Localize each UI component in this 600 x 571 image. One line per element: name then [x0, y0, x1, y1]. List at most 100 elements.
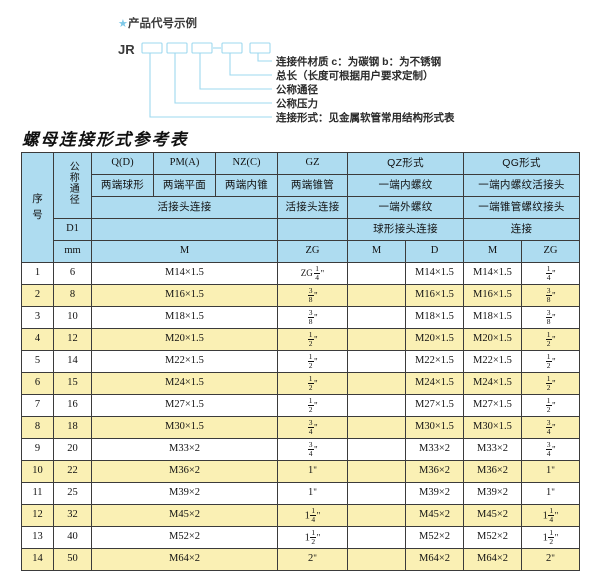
code-box-4 [221, 42, 243, 54]
product-code-legend: ★ 产品代号示例 JR 连接件材质 c：为碳钢 b：为不锈钢 总长（长度可根据用… [0, 0, 600, 128]
cell-qg-zg: 3 8 " [520, 284, 581, 307]
cell-qz-m [347, 548, 406, 571]
cell-gz: 3 4 " [277, 416, 348, 439]
cell-qz-d: M24×1.5 [405, 372, 464, 395]
header-row-units: mm M ZG M D M ZG [22, 240, 581, 263]
cell-gz: 1 2 " [277, 394, 348, 417]
cell-qg-zg: 1" [520, 460, 581, 483]
cell-bore: 32 [53, 504, 92, 527]
table-row: 12 32 M45×2 1 1 4 " M45×2 M45×2 1 1 4 " [21, 504, 581, 527]
cell-qz-m [347, 526, 406, 549]
header-bore-d1: D1 [53, 218, 92, 241]
cell-qz-m [347, 350, 406, 373]
cell-seq: 13 [21, 526, 54, 549]
header-conn-qg: 一端锥管螺纹接头 [462, 196, 581, 219]
cell-bore: 10 [53, 306, 92, 329]
cell-qz-d: M39×2 [405, 482, 464, 505]
cell-gz: 3 4 " [277, 438, 348, 461]
header-sub-qz: 球形接头连接 [347, 218, 464, 241]
cell-qg-zg: 1 4 " [520, 262, 581, 285]
cell-qg-zg: 1 1 4 " [520, 504, 581, 527]
cell-qg-zg: 1 2 " [520, 350, 581, 373]
cell-qg-zg: 1 2 " [520, 372, 581, 395]
cell-bore: 16 [53, 394, 92, 417]
cell-qg-m: M36×2 [463, 460, 522, 483]
table-row: 7 16 M27×1.5 1 2 " M27×1.5 M27×1.5 1 2 " [21, 394, 581, 417]
header-code-gz: GZ [277, 152, 348, 175]
leader-line-1 [257, 53, 272, 62]
cell-gz: 1 2 " [277, 350, 348, 373]
cell-m-union: M24×1.5 [91, 372, 278, 395]
cell-seq: 2 [21, 284, 54, 307]
cell-bore: 20 [53, 438, 92, 461]
cell-seq: 4 [21, 328, 54, 351]
cell-bore: 50 [53, 548, 92, 571]
header-unit-d-qz: D [405, 240, 464, 263]
cell-gz: 3 8 " [277, 284, 348, 307]
cell-qz-d: M27×1.5 [405, 394, 464, 417]
cell-bore: 6 [53, 262, 92, 285]
header-conn-qz: 一端外螺纹 [347, 196, 464, 219]
cell-qz-m [347, 328, 406, 351]
table-body: 1 6 M14×1.5 ZG 1 4 " M14×1.5 M14×1.5 1 4 " 2 8 M16×1.5… [21, 262, 581, 571]
cell-m-union: M18×1.5 [91, 306, 278, 329]
table-row: 10 22 M36×2 1" M36×2 M36×2 1" [21, 460, 581, 483]
spec-table-container: 序 号 公称通径 Q(D) PM(A) NZ(C) GZ QZ形式 QG形式 两… [21, 152, 581, 571]
header-unit-m-qz: M [347, 240, 406, 263]
header-row-codes: 序 号 公称通径 Q(D) PM(A) NZ(C) GZ QZ形式 QG形式 [21, 152, 581, 263]
nut-connection-spec-table: 序 号 公称通径 Q(D) PM(A) NZ(C) GZ QZ形式 QG形式 两… [21, 152, 581, 571]
cell-qz-m [347, 482, 406, 505]
table-row: 4 12 M20×1.5 1 2 " M20×1.5 M20×1.5 1 2 " [21, 328, 581, 351]
table-row: 11 25 M39×2 1" M39×2 M39×2 1" [21, 482, 581, 505]
header-row-d1: D1 球形接头连接 连接 [22, 218, 581, 241]
header-desc-nzc: 两端内锥 [215, 174, 278, 197]
legend-heading: 产品代号示例 [128, 16, 197, 30]
cell-qz-d: M36×2 [405, 460, 464, 483]
cell-seq: 10 [21, 460, 54, 483]
header-bore-label: 公称通径 [67, 161, 79, 206]
header-sub-blank-gz [277, 218, 348, 241]
header-seq-char2: 号 [32, 208, 43, 221]
cell-qg-m: M52×2 [463, 526, 522, 549]
cell-m-union: M36×2 [91, 460, 278, 483]
code-box-1 [141, 42, 163, 54]
cell-m-union: M45×2 [91, 504, 278, 527]
cell-m-union: M64×2 [91, 548, 278, 571]
header-desc-gz: 两端锥管 [277, 174, 348, 197]
table-row: 8 18 M30×1.5 3 4 " M30×1.5 M30×1.5 3 4 " [21, 416, 581, 439]
cell-qg-zg: 3 4 " [520, 416, 581, 439]
cell-gz: 1 1 4 " [277, 504, 348, 527]
cell-m-union: M30×1.5 [91, 416, 278, 439]
cell-qg-zg: 1 2 " [520, 394, 581, 417]
leader-line-5 [149, 53, 272, 118]
cell-bore: 18 [53, 416, 92, 439]
cell-bore: 22 [53, 460, 92, 483]
cell-seq: 14 [21, 548, 54, 571]
header-code-qz: QZ形式 [347, 152, 464, 175]
cell-gz: ZG 1 4 " [277, 262, 348, 285]
cell-seq: 3 [21, 306, 54, 329]
cell-seq: 6 [21, 372, 54, 395]
cell-qg-m: M14×1.5 [463, 262, 522, 285]
cell-qg-m: M20×1.5 [463, 328, 522, 351]
cell-qz-m [347, 262, 406, 285]
cell-m-union: M52×2 [91, 526, 278, 549]
cell-qz-d: M16×1.5 [405, 284, 464, 307]
cell-bore: 12 [53, 328, 92, 351]
header-desc-pma: 两端平面 [153, 174, 216, 197]
cell-m-union: M39×2 [91, 482, 278, 505]
header-desc-qd: 两端球形 [91, 174, 154, 197]
callout-total-length: 总长（长度可根据用户要求定制） [276, 69, 434, 82]
cell-seq: 12 [21, 504, 54, 527]
cell-bore: 15 [53, 372, 92, 395]
header-unit-m-union: M [91, 240, 278, 263]
cell-seq: 8 [21, 416, 54, 439]
cell-gz: 1" [277, 482, 348, 505]
cell-bore: 14 [53, 350, 92, 373]
star-icon: ★ [118, 18, 128, 30]
header-unit-zg-gz: ZG [277, 240, 348, 263]
cell-bore: 25 [53, 482, 92, 505]
cell-gz: 3 8 " [277, 306, 348, 329]
cell-qz-d: M52×2 [405, 526, 464, 549]
header-row-desc: 两端球形 两端平面 两端内锥 两端锥管 一端内螺纹 一端内螺纹活接头 [22, 174, 581, 197]
